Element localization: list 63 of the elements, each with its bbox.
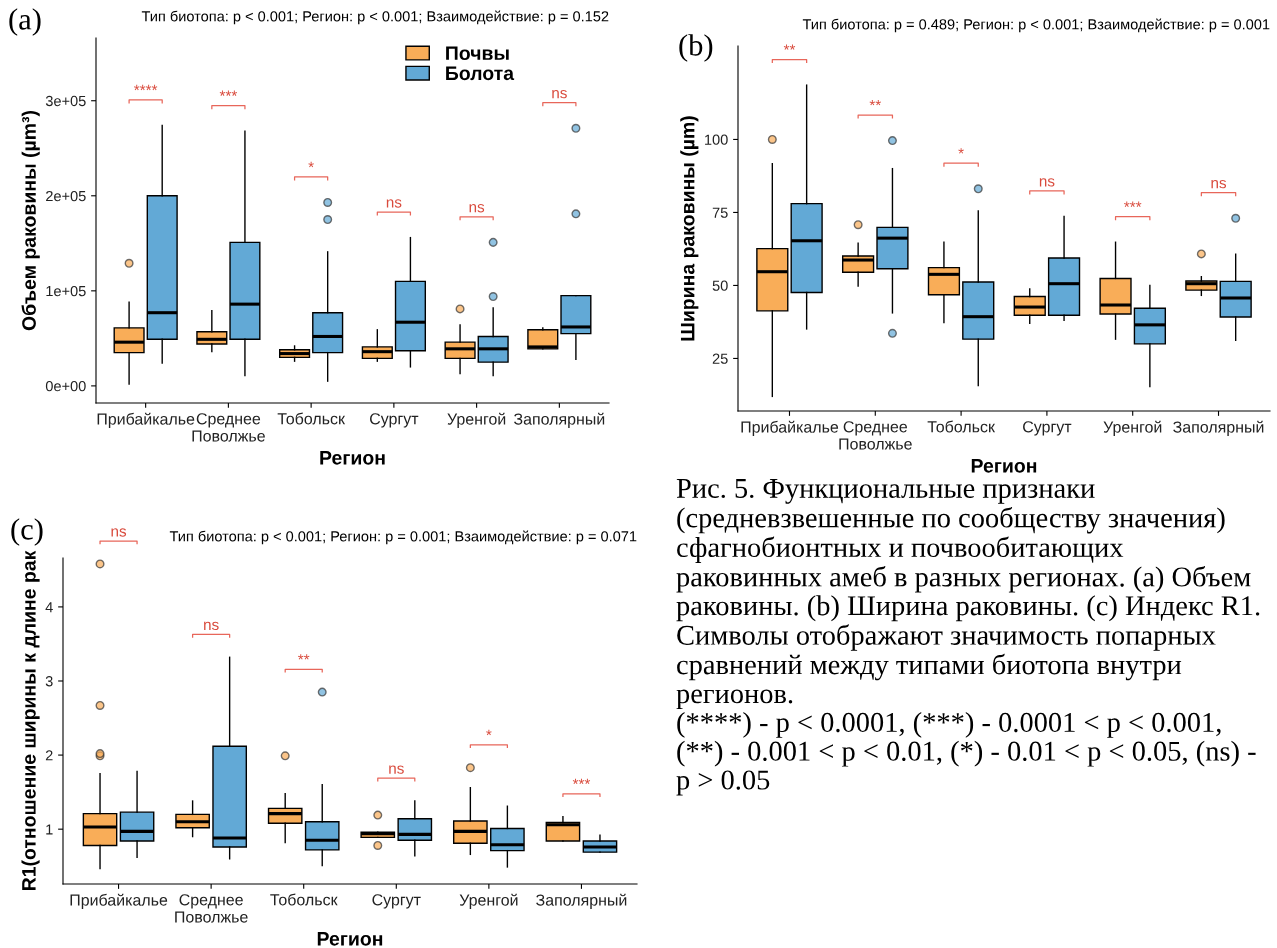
annotation: * <box>486 729 492 736</box>
text: (a) <box>9 8 41 36</box>
x-tick-label: Уренгой <box>447 412 506 428</box>
x-axis-title: Регион <box>320 451 385 465</box>
x-tick-label: Заполярный <box>513 412 605 428</box>
text: (b) <box>679 34 713 62</box>
y-tick-label: 25 <box>712 353 728 364</box>
y-tick-label: 100 <box>705 134 728 145</box>
x-tick-label: Прибайкалье <box>97 412 195 428</box>
annotation: ns <box>204 621 219 631</box>
annotation: ns <box>1039 178 1055 187</box>
y-axis-title: R1(отношение ширины к длине рак <box>21 550 40 891</box>
annotation: ns <box>1211 179 1227 189</box>
x-tick-label: Среднее Поволжье <box>839 421 912 450</box>
y-tick-label: 1 <box>46 824 53 835</box>
annotation: ** <box>783 44 796 50</box>
y-tick-label: 2 <box>45 750 53 761</box>
annotation: ** <box>869 99 881 106</box>
y-axis-title: Ширина раковины (µm) <box>680 116 699 341</box>
annotation: ** <box>298 654 310 660</box>
x-axis-title: Регион <box>317 932 383 946</box>
annotation: ns <box>389 765 404 774</box>
x-tick-label: Среднее Поволжье <box>175 894 248 923</box>
x-tick-label: Тобольск <box>927 420 996 433</box>
text: Рис. 5. Функциональные признаки (средневзвешенные по сообществу значения) сфагнобионтных и почвообитающих раковинных амеб в разных регионах. (a) Объем раковины. (b) Ширина раковины. (c) Индекс R1. Символы отображают значимость попарных сравнений между типами биотопа внутри регионов. <box>676 479 1260 710</box>
y-tick-label: 0e+00 <box>45 380 86 392</box>
text: (c) <box>11 518 43 546</box>
legend-label: Почвы <box>446 46 509 61</box>
x-tick-label: Прибайкалье <box>741 420 839 436</box>
text: ns <box>111 528 127 537</box>
x-tick-label: Прибайкалье <box>70 893 168 909</box>
y-tick-label: 3 <box>45 676 53 687</box>
x-tick-label: Уренгой <box>1103 420 1162 436</box>
chart-title: Тип биотопа: p < 0.001; Регион: p < 0.001; Взаимодействие: p = 0.152 <box>141 10 609 25</box>
annotation: **** <box>134 84 158 91</box>
y-tick-label: 1e+05 <box>46 285 86 297</box>
x-tick-label: Заполярный <box>536 893 627 909</box>
annotation: *** <box>219 90 238 96</box>
chart-title: Тип биотопа: p = 0.489; Регион: p < 0.001; Взаимодействие: p = 0.001 <box>802 18 1270 33</box>
y-tick-label: 75 <box>712 207 728 218</box>
y-tick-label: 50 <box>712 280 728 291</box>
x-tick-label: Сургут <box>372 894 421 909</box>
annotation: * <box>958 148 964 154</box>
annotation: *** <box>1124 201 1142 207</box>
legend-label: Болота <box>446 66 515 81</box>
y-tick-label: 3e+05 <box>45 95 86 107</box>
annotation: * <box>308 161 314 168</box>
x-tick-label: Уренгой <box>459 893 518 909</box>
x-tick-label: Сургут <box>370 413 419 428</box>
annotation: ns <box>469 204 485 213</box>
annotation: *** <box>572 778 591 785</box>
x-tick-label: Тобольск <box>270 893 338 906</box>
y-axis-title: Объем раковины (µm³) <box>21 110 40 331</box>
annotation: ns <box>552 89 567 99</box>
x-tick-label: Заполярный <box>1173 420 1264 436</box>
y-tick-label: 2e+05 <box>46 190 86 202</box>
text: (****) - p < 0.0001, (***) - 0.0001 < p < 0.001, (**) - 0.001 < p < 0.01, (*) - 0.01 < p < 0.05, (ns) - p > 0.05 <box>676 712 1256 796</box>
x-tick-label: Сургут <box>1023 421 1072 436</box>
y-tick-label: 4 <box>45 602 53 613</box>
x-axis-title: Регион <box>971 459 1037 473</box>
annotation: ns <box>386 199 402 208</box>
x-tick-label: Тобольск <box>277 412 346 425</box>
chart-title: Тип биотопа: p < 0.001; Регион: p = 0.001; Взаимодействие: p = 0.071 <box>169 530 637 545</box>
